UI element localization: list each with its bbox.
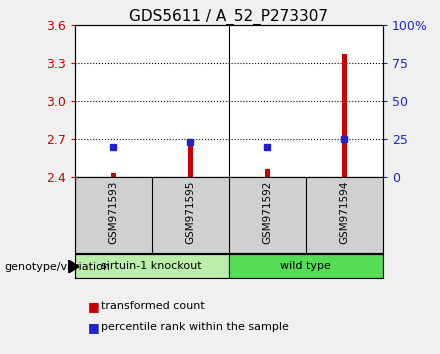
Text: sirtuin-1 knockout: sirtuin-1 knockout — [102, 261, 202, 271]
Bar — [187, 139, 193, 177]
Bar — [229, 254, 383, 278]
Text: GSM971592: GSM971592 — [262, 181, 272, 244]
Text: GSM971595: GSM971595 — [185, 181, 195, 244]
Text: wild type: wild type — [280, 261, 331, 271]
Text: GSM971593: GSM971593 — [108, 181, 118, 244]
Text: ■: ■ — [88, 300, 100, 313]
Bar — [75, 254, 229, 278]
Text: GSM971594: GSM971594 — [339, 181, 349, 244]
Text: percentile rank within the sample: percentile rank within the sample — [101, 322, 289, 332]
Polygon shape — [68, 260, 79, 273]
Text: genotype/variation: genotype/variation — [4, 262, 110, 272]
Bar — [110, 173, 116, 177]
Bar — [341, 54, 347, 177]
Bar — [264, 169, 270, 177]
Text: ■: ■ — [88, 321, 100, 334]
Text: transformed count: transformed count — [101, 301, 205, 311]
Title: GDS5611 / A_52_P273307: GDS5611 / A_52_P273307 — [129, 8, 328, 25]
